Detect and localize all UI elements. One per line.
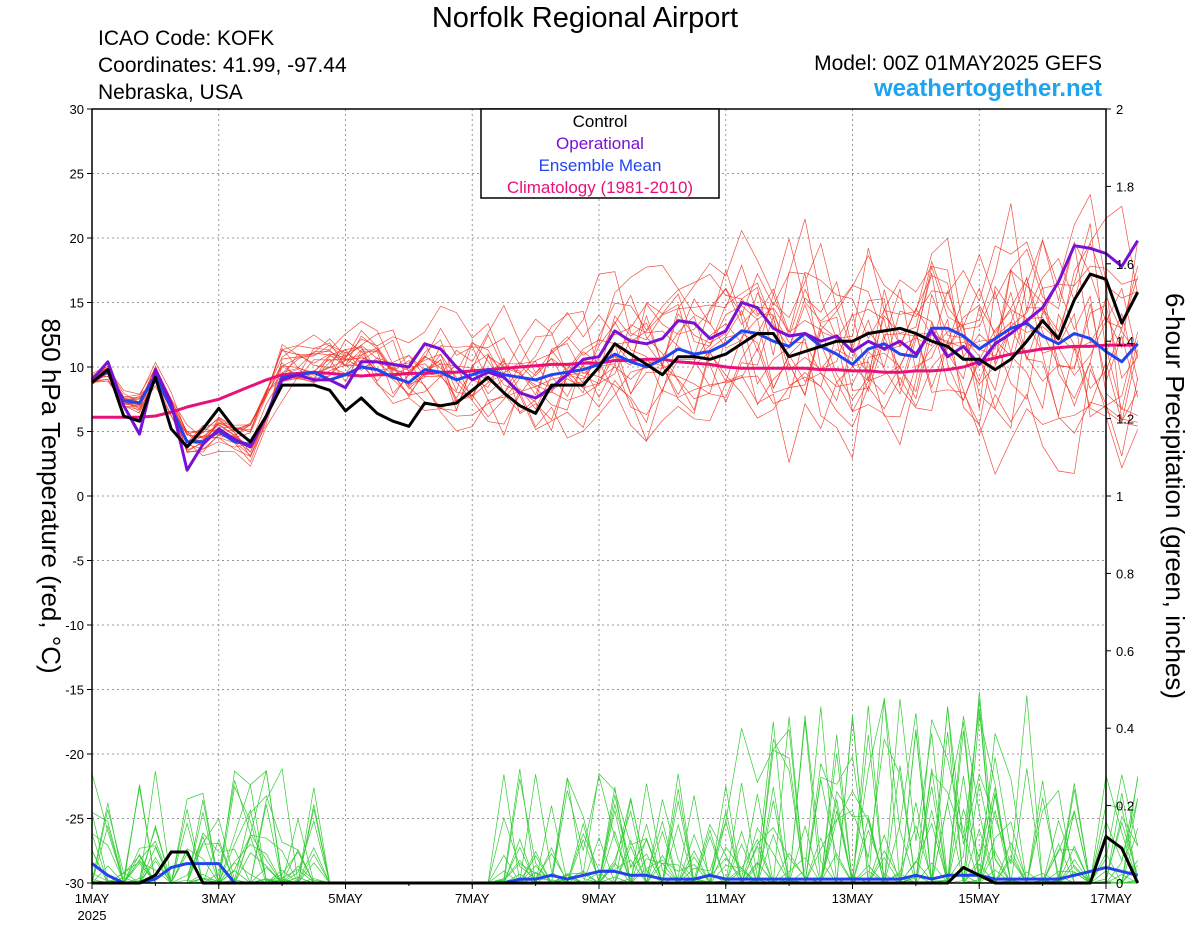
y2-tick-label: 2 [1116, 102, 1123, 117]
precip-member-line [91, 715, 1138, 885]
y-tick-label: 25 [70, 167, 84, 182]
y-tick-label: 10 [70, 360, 84, 375]
y2-tick-label: 0 [1116, 876, 1123, 891]
y2-tick-label: 0.2 [1116, 799, 1134, 814]
region: Nebraska, USA [98, 81, 243, 104]
temp-member-line [91, 309, 1139, 447]
x-tick-label: 7MAY [455, 891, 490, 906]
y2-tick-label: 1.8 [1116, 179, 1134, 194]
control-line [91, 272, 1140, 449]
x-tick-sublabel: 2025 [78, 908, 107, 923]
model-run: Model: 00Z 01MAY2025 GEFS [814, 52, 1102, 75]
climatology-1981-2010-line [92, 343, 1138, 419]
legend-entry: Control [573, 112, 628, 131]
series-lines [90, 239, 1140, 885]
y-axis-label-right: 6-hour Precipitation (green, inches) [1160, 293, 1190, 699]
x-tick-label: 17MAY [1090, 891, 1132, 906]
precip-member-line [91, 716, 1138, 885]
x-tick-label: 11MAY [705, 891, 746, 906]
y-tick-label: -15 [65, 683, 84, 698]
y2-tick-label: 1 [1116, 489, 1123, 504]
y-tick-label: -20 [65, 747, 84, 762]
precip-member-line [92, 712, 1139, 884]
y2-tick-label: 1.2 [1116, 412, 1134, 427]
ensemble-members [91, 193, 1139, 885]
icao-code: ICAO Code: KOFK [98, 27, 275, 50]
chart-title: Norfolk Regional Airport [431, 2, 739, 34]
y-tick-label: 30 [70, 102, 84, 117]
brand-link[interactable]: weathertogether.net [873, 75, 1102, 102]
precip-member-line [91, 718, 1139, 884]
y-tick-label: 20 [70, 231, 84, 246]
y-tick-label: -5 [72, 554, 84, 569]
legend-entry: Ensemble Mean [539, 156, 662, 175]
y-tick-label: -25 [65, 812, 84, 827]
legend-entry: Operational [556, 134, 644, 153]
x-tick-label: 1MAY [75, 891, 110, 906]
legend-box [480, 108, 720, 199]
y2-tick-label: 0.6 [1116, 644, 1134, 659]
temp-member-line [91, 193, 1139, 442]
x-tick-label: 5MAY [328, 891, 363, 906]
y-tick-label: -10 [65, 618, 84, 633]
y2-tick-label: 1.4 [1116, 334, 1134, 349]
precip-member-line [91, 715, 1138, 885]
precip-member-line [92, 706, 1138, 884]
y2-tick-label: 0.4 [1116, 721, 1134, 736]
y-tick-label: -30 [65, 876, 84, 891]
x-tick-label: 3MAY [202, 891, 237, 906]
y-axis-label-left: 850 hPa Temperature (red, °C) [36, 318, 66, 673]
y-tick-label: 0 [77, 489, 84, 504]
grid-lines [92, 109, 1106, 883]
temp-member-line [91, 276, 1139, 467]
precip-member-line [91, 721, 1139, 885]
axes: 302520151050-5-10-15-20-25-3021.81.61.41… [65, 102, 1134, 923]
temp-member-line [91, 288, 1139, 474]
legend-entry: Climatology (1981-2010) [507, 178, 693, 197]
x-tick-label: 15MAY [958, 891, 1000, 906]
y-tick-label: 5 [77, 425, 84, 440]
y2-tick-label: 0.8 [1116, 566, 1134, 581]
precip-member-line [92, 719, 1139, 884]
y2-tick-label: 1.6 [1116, 257, 1134, 272]
precip-member-line [91, 720, 1139, 885]
legend: Control Operational Ensemble Mean Climatolo… [480, 108, 720, 199]
y-tick-label: 15 [70, 296, 84, 311]
coordinates: Coordinates: 41.99, -97.44 [98, 54, 347, 77]
x-tick-label: 9MAY [582, 891, 617, 906]
x-tick-label: 13MAY [832, 891, 874, 906]
